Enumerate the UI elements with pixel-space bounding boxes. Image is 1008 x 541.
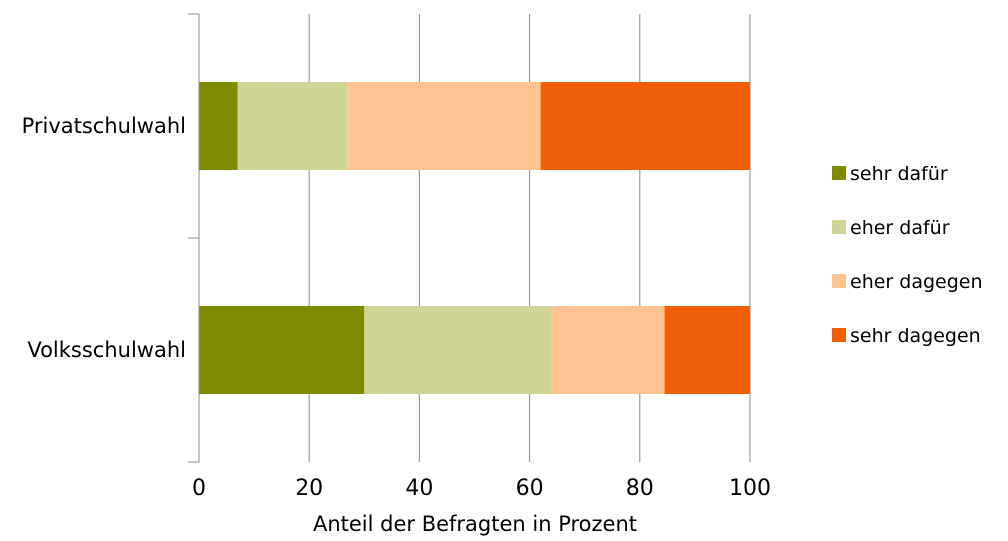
legend-swatch-3 [832,274,846,288]
legend-swatch-2 [832,220,846,234]
x-tick-label-100: 100 [729,476,771,501]
legend: sehr dafür eher dafür eher dagegen sehr dag… [832,163,983,347]
category-label-1: Privatschulwahl [22,114,186,138]
legend-label-3: eher dagegen [850,271,983,293]
bar-2-series-3 [551,306,665,394]
bar-1-series-2 [237,82,348,170]
legend-label-2: eher dafür [850,217,950,239]
bar-1-series-1 [199,82,238,170]
legend-label-1: sehr dafür [850,163,948,185]
legend-label-4: sehr dagegen [850,325,981,347]
bar-1-series-3 [347,82,541,170]
bar-2-series-2 [364,306,552,394]
x-tick-label-40: 40 [405,476,433,501]
x-tick-labels: 0 20 40 60 80 100 [192,476,771,501]
bar-2-series-1 [199,306,365,394]
category-label-2: Volksschulwahl [27,338,186,362]
x-tick-label-80: 80 [626,476,654,501]
bar-2-series-4 [664,306,750,394]
x-tick-label-60: 60 [516,476,544,501]
grid-lines [308,14,751,462]
x-tick-label-20: 20 [295,476,323,501]
axes [188,13,200,463]
x-tick-label-0: 0 [192,476,206,501]
legend-swatch-1 [832,166,846,180]
legend-swatch-4 [832,328,846,342]
bars [199,82,750,394]
category-labels: Privatschulwahl Volksschulwahl [22,114,186,362]
bar-1-series-4 [540,82,750,170]
x-axis-title: Anteil der Befragten in Prozent [313,512,637,536]
